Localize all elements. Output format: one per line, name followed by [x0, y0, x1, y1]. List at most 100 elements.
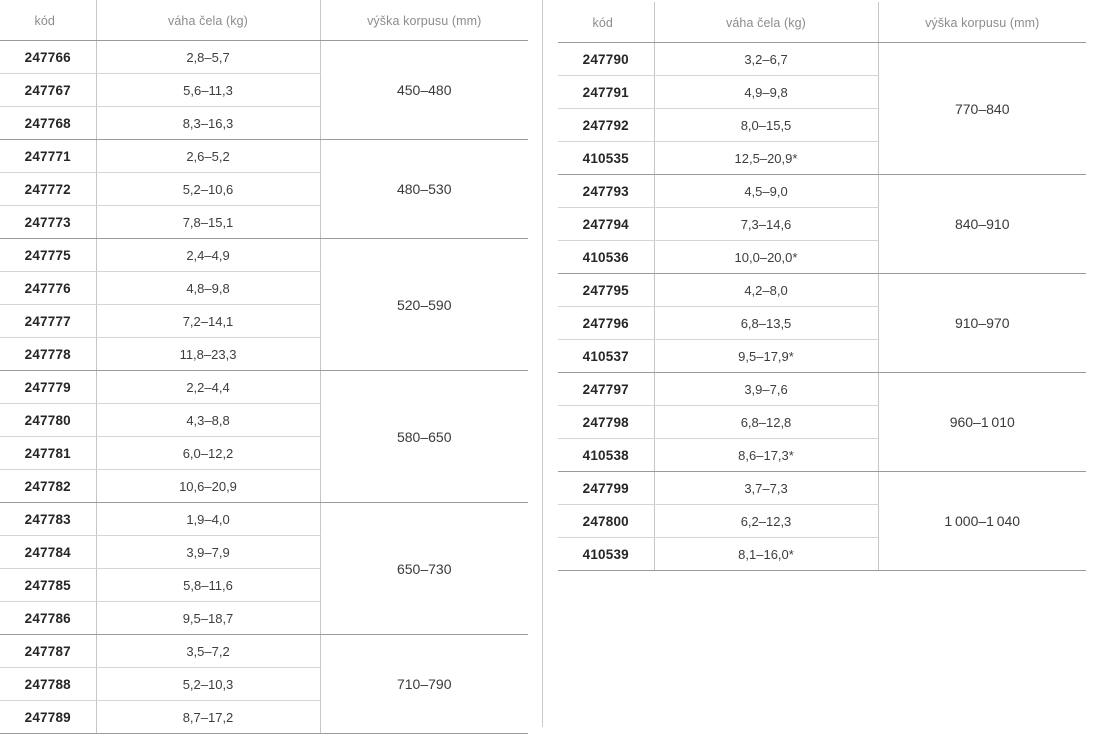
table-row: 247778 11,8–23,3 — [0, 337, 528, 371]
cell-code: 247783 — [0, 502, 96, 536]
cell-mass: 3,7–7,3 — [653, 471, 878, 505]
tables-vertical-divider — [542, 0, 543, 727]
left-spec-table: kód váha čela (kg) výška korpusu (mm) 24… — [0, 0, 528, 734]
table-row: 247797 3,9–7,6 960–1 010 — [558, 372, 1086, 472]
table-row: 410538 8,6–17,3* — [558, 438, 1086, 472]
cell-mass: 7,3–14,6 — [653, 207, 878, 241]
table-row: 247771 2,6–5,2 480–530 — [0, 139, 528, 239]
column-header-code: kód — [0, 0, 96, 41]
cell-code: 247779 — [0, 370, 96, 404]
cell-mass: 4,8–9,8 — [95, 271, 320, 305]
cell-mass: 4,3–8,8 — [95, 403, 320, 437]
table-row: 247791 4,9–9,8 — [558, 75, 1086, 109]
cell-code: 247795 — [558, 273, 654, 307]
table-row: 247785 5,8–11,6 — [0, 568, 528, 602]
cell-mass: 6,0–12,2 — [95, 436, 320, 470]
left-table-body: 247766 2,8–5,7 450–480 247767 5,6–11,3 247768… — [0, 40, 528, 734]
cell-code: 247786 — [0, 601, 96, 635]
table-row: 247798 6,8–12,8 — [558, 405, 1086, 439]
cell-code: 247796 — [558, 306, 654, 340]
cell-mass: 10,6–20,9 — [95, 469, 320, 503]
table-row: 247794 7,3–14,6 — [558, 207, 1086, 241]
table-row: 247795 4,2–8,0 910–970 — [558, 273, 1086, 373]
cell-mass: 4,9–9,8 — [653, 75, 878, 109]
cell-code: 247787 — [0, 634, 96, 668]
left-table-head: kód váha čela (kg) výška korpusu (mm) — [0, 0, 528, 41]
table-row: 247783 1,9–4,0 650–730 — [0, 502, 528, 635]
cell-code: 247773 — [0, 205, 96, 239]
cell-mass: 6,8–12,8 — [653, 405, 878, 439]
cell-mass: 2,4–4,9 — [95, 238, 320, 272]
cell-mass: 4,2–8,0 — [653, 273, 878, 307]
cell-code: 247784 — [0, 535, 96, 569]
cell-code: 247798 — [558, 405, 654, 439]
cell-mass: 9,5–17,9* — [653, 339, 878, 373]
cell-mass: 3,9–7,9 — [95, 535, 320, 569]
cell-code: 247789 — [0, 700, 96, 734]
cell-code: 247772 — [0, 172, 96, 206]
cell-mass: 5,6–11,3 — [95, 73, 320, 107]
cell-mass: 3,9–7,6 — [653, 372, 878, 406]
table-row: 247766 2,8–5,7 450–480 — [0, 40, 528, 140]
table-row: 247796 6,8–13,5 — [558, 306, 1086, 340]
cell-code: 247785 — [0, 568, 96, 602]
cell-mass: 5,2–10,6 — [95, 172, 320, 206]
table-row: 247767 5,6–11,3 — [0, 73, 528, 107]
table-row: 247773 7,8–15,1 — [0, 205, 528, 239]
cell-code: 247781 — [0, 436, 96, 470]
right-table-body: 247790 3,2–6,7 770–840 247791 4,9–9,8 247792 8… — [558, 42, 1086, 571]
table-row: 247768 8,3–16,3 — [0, 106, 528, 140]
table-row: 247790 3,2–6,7 770–840 — [558, 42, 1086, 175]
cell-mass: 2,2–4,4 — [95, 370, 320, 404]
table-row: 247772 5,2–10,6 — [0, 172, 528, 206]
header-row: kód váha čela (kg) výška korpusu (mm) — [558, 2, 1086, 43]
cell-mass: 11,8–23,3 — [95, 337, 320, 371]
table-row: 410535 12,5–20,9* — [558, 141, 1086, 175]
column-header-dimension: výška korpusu (mm) — [877, 2, 1086, 43]
table-row: 247799 3,7–7,3 1 000–1 040 — [558, 471, 1086, 571]
cell-code: 247780 — [0, 403, 96, 437]
cell-code: 247777 — [0, 304, 96, 338]
cell-dimension: 520–590 — [319, 238, 528, 371]
cell-code: 247791 — [558, 75, 654, 109]
cell-mass: 9,5–18,7 — [95, 601, 320, 635]
column-header-mass: váha čela (kg) — [95, 0, 320, 41]
right-spec-table: kód váha čela (kg) výška korpusu (mm) 24… — [558, 2, 1086, 571]
cell-code: 247778 — [0, 337, 96, 371]
cell-code: 410538 — [558, 438, 654, 472]
cell-code: 247776 — [0, 271, 96, 305]
table-row: 247781 6,0–12,2 — [0, 436, 528, 470]
right-table-container: kód váha čela (kg) výška korpusu (mm) 24… — [558, 2, 1086, 571]
cell-mass: 2,8–5,7 — [95, 40, 320, 74]
table-row: 410537 9,5–17,9* — [558, 339, 1086, 373]
cell-dimension: 770–840 — [877, 42, 1086, 175]
right-table-head: kód váha čela (kg) výška korpusu (mm) — [558, 2, 1086, 43]
cell-code: 247794 — [558, 207, 654, 241]
column-header-code: kód — [558, 2, 654, 43]
header-row: kód váha čela (kg) výška korpusu (mm) — [0, 0, 528, 41]
cell-mass: 6,2–12,3 — [653, 504, 878, 538]
table-row: 247780 4,3–8,8 — [0, 403, 528, 437]
cell-mass: 5,2–10,3 — [95, 667, 320, 701]
table-row: 410536 10,0–20,0* — [558, 240, 1086, 274]
cell-mass: 3,5–7,2 — [95, 634, 320, 668]
cell-mass: 1,9–4,0 — [95, 502, 320, 536]
cell-code: 247782 — [0, 469, 96, 503]
cell-code: 410535 — [558, 141, 654, 175]
cell-code: 247800 — [558, 504, 654, 538]
column-header-dimension: výška korpusu (mm) — [319, 0, 528, 41]
cell-mass: 7,2–14,1 — [95, 304, 320, 338]
cell-mass: 12,5–20,9* — [653, 141, 878, 175]
cell-dimension: 450–480 — [319, 40, 528, 140]
table-row: 247775 2,4–4,9 520–590 — [0, 238, 528, 371]
cell-mass: 8,0–15,5 — [653, 108, 878, 142]
table-row: 247776 4,8–9,8 — [0, 271, 528, 305]
cell-mass: 8,7–17,2 — [95, 700, 320, 734]
cell-dimension: 580–650 — [319, 370, 528, 503]
cell-code: 247790 — [558, 42, 654, 76]
cell-code: 247793 — [558, 174, 654, 208]
cell-dimension: 910–970 — [877, 273, 1086, 373]
cell-code: 247768 — [0, 106, 96, 140]
table-row: 247784 3,9–7,9 — [0, 535, 528, 569]
